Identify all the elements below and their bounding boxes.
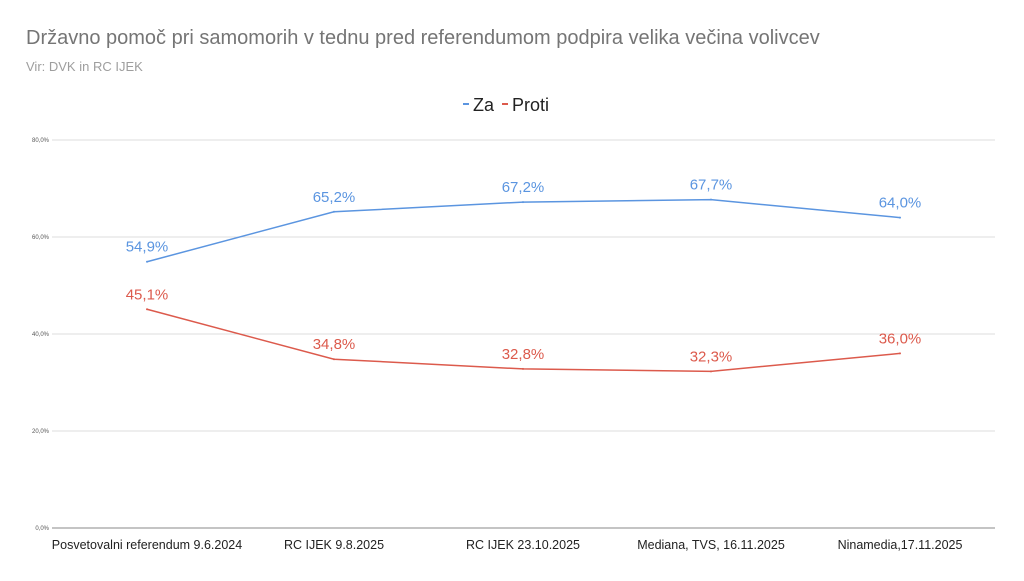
legend-label: Za	[473, 95, 495, 115]
series-line-za	[146, 198, 901, 263]
chart-subtitle: Vir: DVK in RC IJEK	[26, 59, 143, 74]
x-tick-label: Ninamedia,17.11.2025	[838, 538, 963, 552]
data-point	[899, 216, 901, 219]
data-point	[146, 260, 148, 263]
data-point	[333, 210, 335, 213]
x-tick-label: Posvetovalni referendum 9.6.2024	[52, 538, 242, 552]
data-label: 67,7%	[690, 177, 733, 194]
data-point	[710, 198, 712, 201]
y-tick-label: 20,0%	[32, 429, 50, 435]
y-tick-label: 0,0%	[35, 526, 49, 532]
chart-title: Državno pomoč pri samomorih v tednu pred…	[26, 27, 820, 49]
data-label: 36,0%	[879, 330, 922, 347]
data-label: 34,8%	[313, 336, 356, 353]
legend-label: Proti	[512, 95, 549, 115]
data-label: 32,8%	[502, 346, 545, 363]
data-point	[522, 201, 524, 204]
data-label: 32,3%	[690, 348, 733, 365]
x-tick-label: RC IJEK 23.10.2025	[466, 538, 580, 552]
y-tick-label: 40,0%	[32, 332, 50, 338]
data-label: 65,2%	[313, 189, 356, 206]
data-point	[710, 370, 712, 373]
data-label: 64,0%	[879, 195, 922, 212]
data-point	[899, 352, 901, 355]
x-tick-label: Mediana, TVS, 16.11.2025	[637, 538, 785, 552]
y-tick-label: 80,0%	[32, 138, 50, 144]
data-label: 54,9%	[126, 239, 169, 256]
data-point	[333, 358, 335, 361]
data-label: 67,2%	[502, 179, 545, 196]
y-tick-label: 60,0%	[32, 235, 50, 241]
data-point	[146, 308, 148, 311]
data-point	[522, 367, 524, 370]
x-tick-label: RC IJEK 9.8.2025	[284, 538, 384, 552]
data-label: 45,1%	[126, 286, 169, 303]
